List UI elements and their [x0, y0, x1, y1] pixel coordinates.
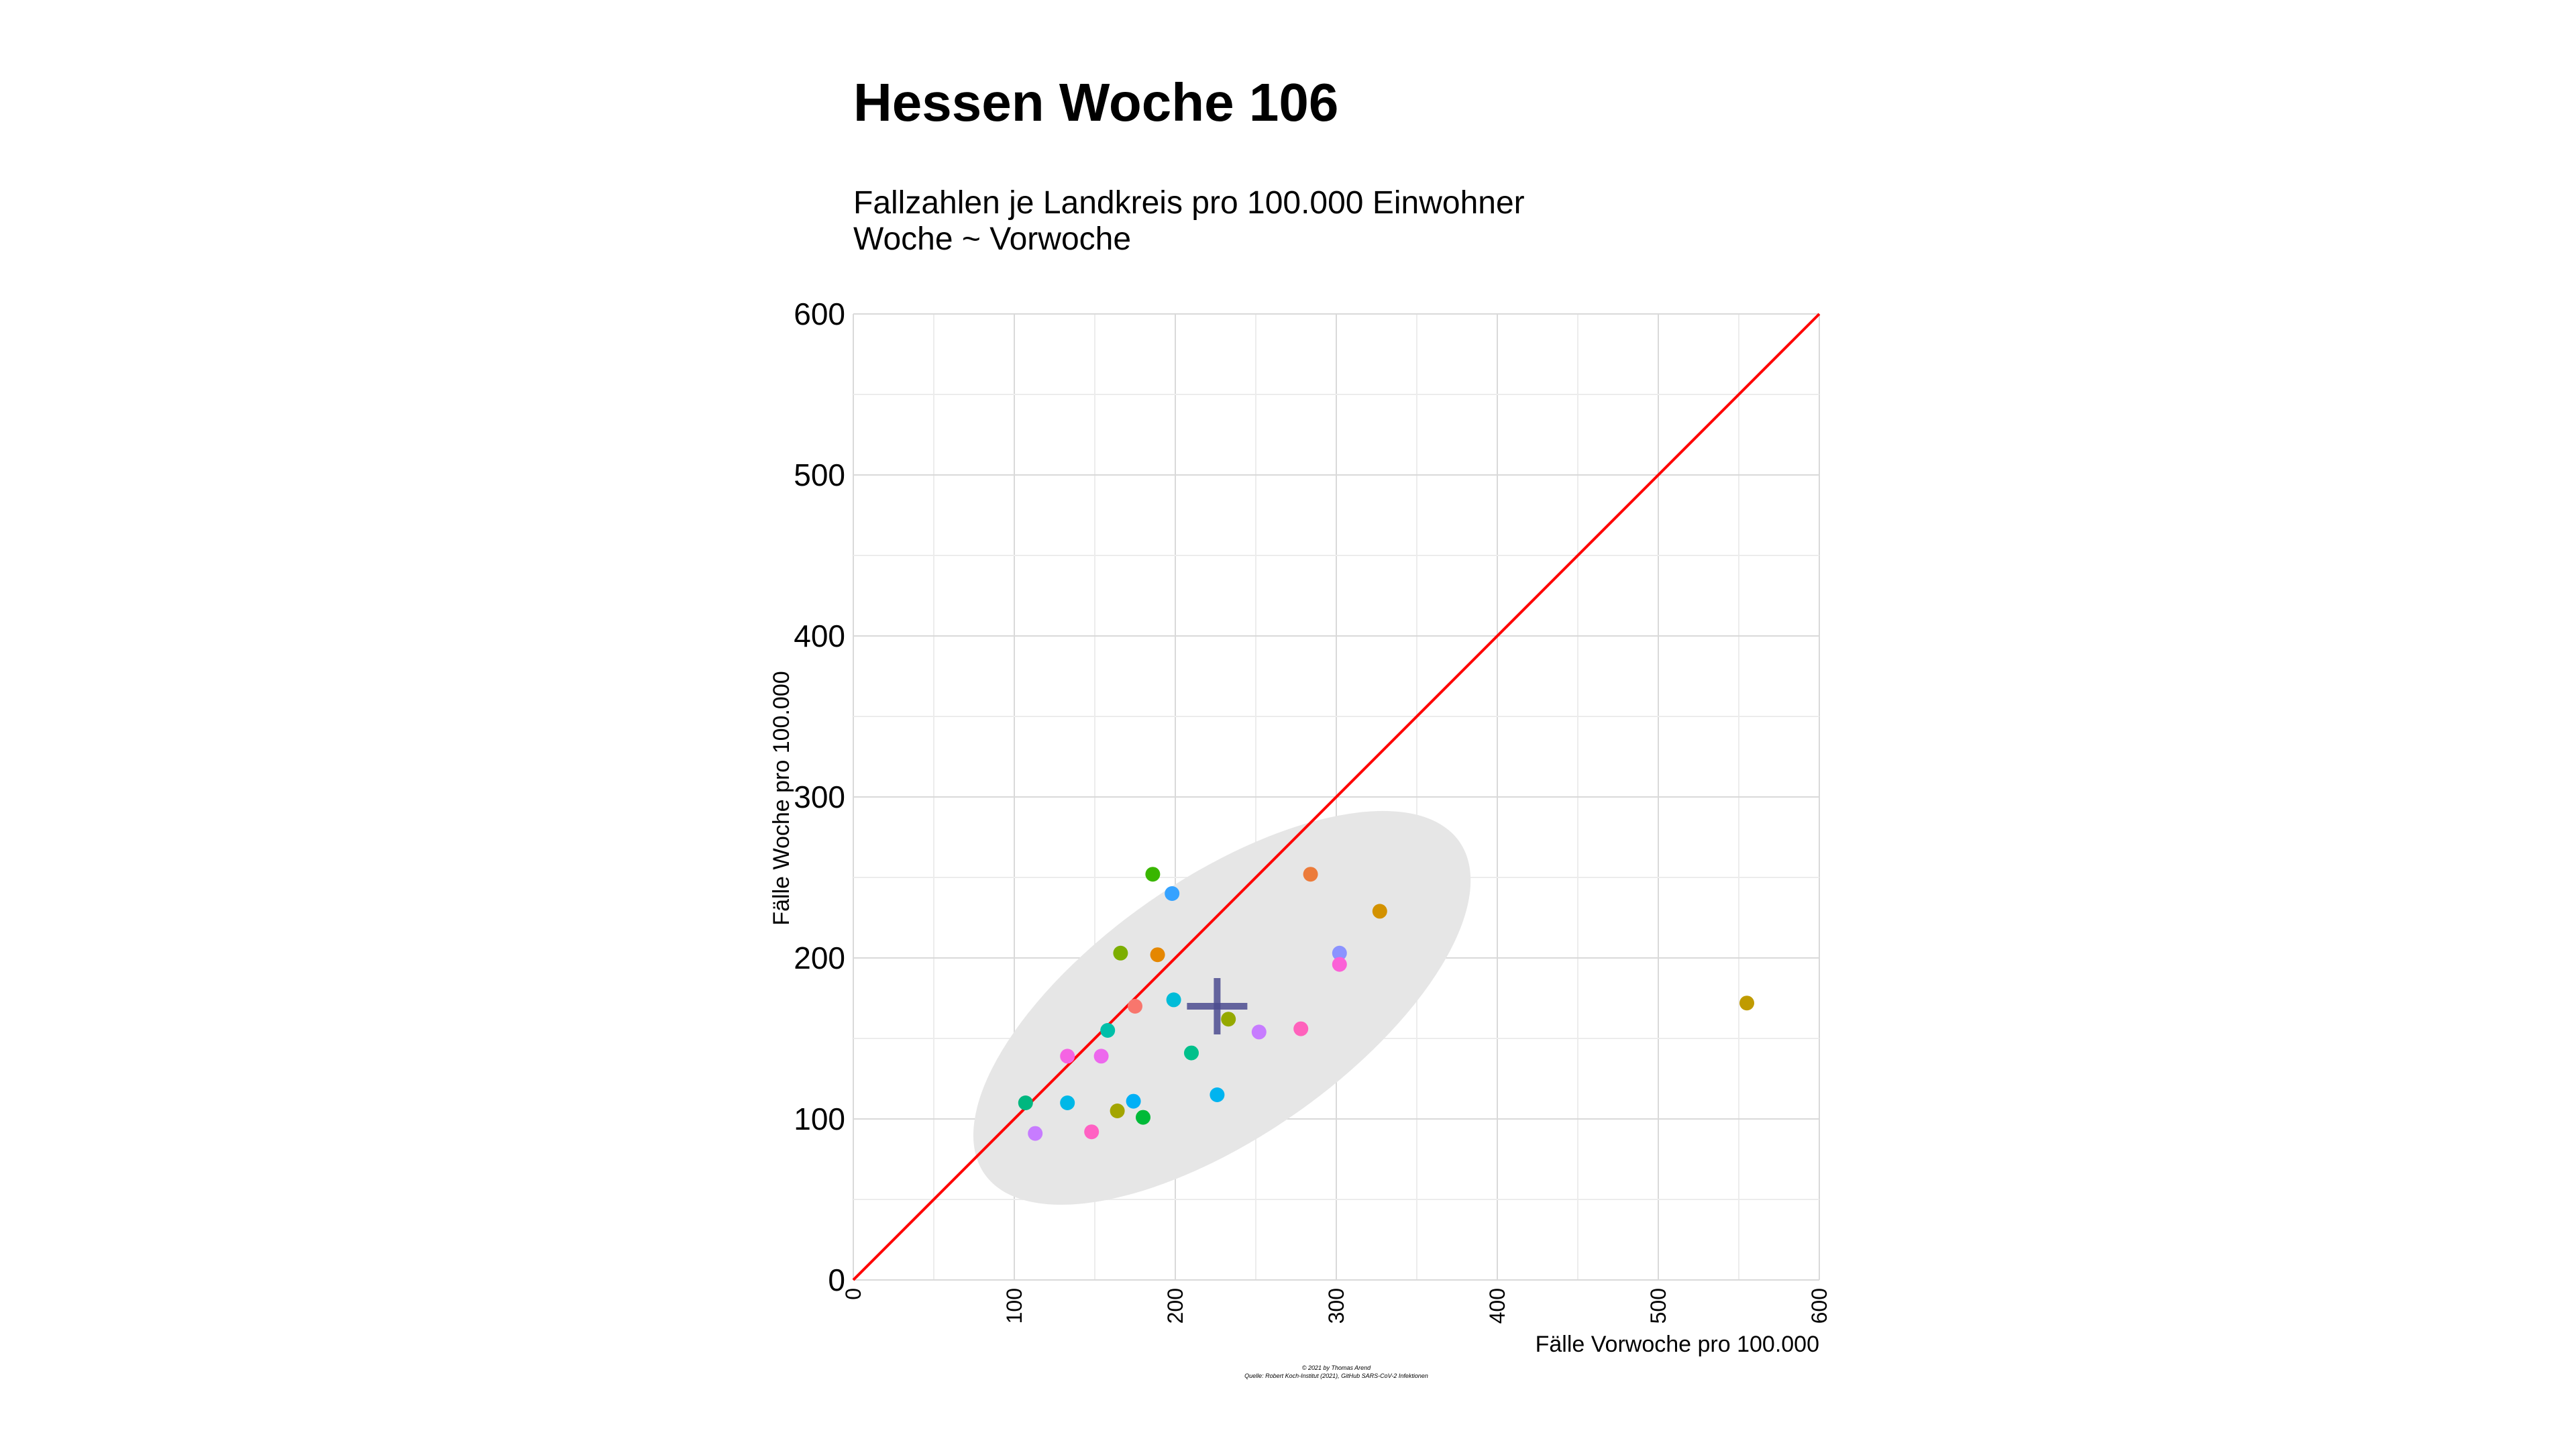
x-axis-label: Fälle Vorwoche pro 100.000	[1536, 1332, 1819, 1357]
data-point	[1060, 1095, 1075, 1110]
data-point	[1184, 1045, 1199, 1061]
data-point	[1165, 886, 1180, 901]
data-point	[1166, 992, 1181, 1008]
caption-source: Quelle: Robert Koch-Institut (2021), Git…	[1244, 1373, 1428, 1379]
x-tick-labels: 0 100 200 300 400 500 600	[841, 1288, 1831, 1324]
data-point	[1372, 904, 1387, 919]
y-tick-label: 200	[794, 941, 845, 975]
data-point	[1110, 1104, 1125, 1118]
reference-line-layer	[852, 313, 1821, 1281]
data-point	[1150, 947, 1165, 963]
chart-subtitle-line-1: Fallzahlen je Landkreis pro 100.000 Einw…	[853, 185, 1525, 221]
data-point	[1126, 1093, 1141, 1109]
data-point	[1093, 1049, 1109, 1064]
y-tick-label: 300	[794, 780, 845, 814]
data-point	[1113, 945, 1128, 961]
x-tick-label: 0	[841, 1288, 865, 1300]
caption-copyright: © 2021 by Thomas Arend	[1302, 1364, 1371, 1371]
y-tick-label: 500	[794, 458, 845, 492]
data-point	[1145, 867, 1161, 882]
chart-subtitle-line-2: Woche ~ Vorwoche	[853, 221, 1131, 257]
data-point	[1251, 1024, 1267, 1040]
y-tick-label: 0	[828, 1263, 845, 1297]
data-point	[1210, 1087, 1225, 1102]
data-point	[1293, 1021, 1309, 1036]
y-tick-label: 600	[794, 297, 845, 331]
x-tick-label: 100	[1002, 1288, 1026, 1324]
data-point	[1060, 1049, 1075, 1064]
y-tick-label: 100	[794, 1102, 845, 1136]
data-point	[1128, 999, 1142, 1014]
mean-marker-layer	[1187, 978, 1248, 1034]
x-tick-label: 600	[1807, 1288, 1831, 1324]
x-tick-label: 500	[1646, 1288, 1670, 1324]
data-point	[1084, 1124, 1099, 1140]
x-tick-label: 200	[1163, 1288, 1187, 1324]
data-point	[1332, 957, 1347, 972]
data-point	[1303, 867, 1318, 882]
data-point	[1028, 1126, 1043, 1141]
x-tick-label: 400	[1485, 1288, 1509, 1324]
chart-title: Hessen Woche 106	[853, 72, 1338, 132]
data-points	[1018, 867, 1754, 1141]
x-tick-label: 300	[1324, 1288, 1348, 1324]
y-axis-label: Fälle Woche pro 100.000	[769, 671, 794, 925]
data-point	[1332, 945, 1347, 961]
y-tick-label: 400	[794, 619, 845, 653]
data-point	[1739, 996, 1754, 1011]
y-tick-labels: 0 100 200 300 400 500 600	[794, 297, 845, 1297]
data-point	[1136, 1110, 1150, 1125]
data-point	[1221, 1012, 1236, 1027]
reference-line	[852, 313, 1821, 1281]
data-point	[1100, 1023, 1116, 1038]
data-point	[1018, 1095, 1033, 1110]
